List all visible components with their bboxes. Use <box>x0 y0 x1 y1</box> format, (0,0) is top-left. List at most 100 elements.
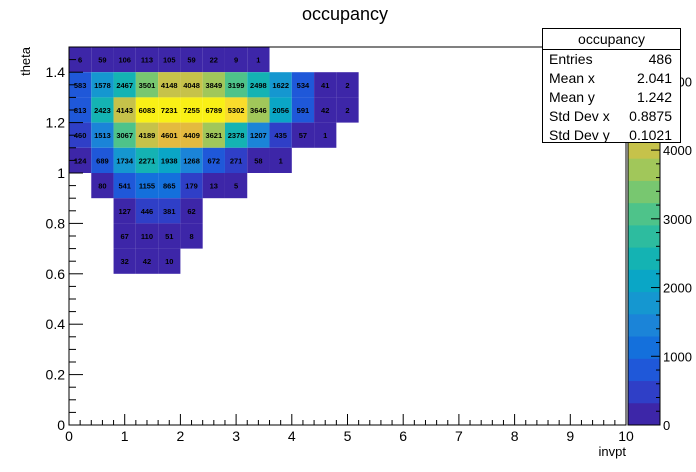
x-tick-label: 6 <box>399 428 407 444</box>
cell-value-label: 2498 <box>250 81 267 90</box>
heatmap-cell <box>158 122 181 148</box>
cell-value-label: 2056 <box>272 106 289 115</box>
stats-row: Entries 486 <box>543 50 680 69</box>
stats-value: 2.041 <box>636 70 672 86</box>
x-tick-label: 5 <box>344 428 352 444</box>
cell-value-label: 7231 <box>161 106 178 115</box>
stats-label: Mean y <box>549 89 595 105</box>
x-tick-label: 0 <box>65 428 73 444</box>
heatmap-cell <box>336 97 359 123</box>
stats-value: 1.242 <box>636 89 672 105</box>
cell-value-label: 67 <box>121 232 129 241</box>
cell-value-label: 113 <box>141 56 153 65</box>
cell-value-label: 13 <box>210 182 218 191</box>
heatmap-cell <box>158 173 181 199</box>
cell-value-label: 813 <box>74 106 87 115</box>
heatmap-cell <box>180 97 203 123</box>
cell-value-label: 381 <box>163 207 176 216</box>
cell-value-label: 41 <box>321 81 329 90</box>
cell-value-label: 583 <box>74 81 87 90</box>
cell-value-label: 2 <box>345 106 349 115</box>
stats-label: Std Dev x <box>549 108 610 124</box>
heatmap-cell <box>180 147 203 173</box>
cell-value-label: 1 <box>323 131 327 140</box>
x-tick-label: 1 <box>121 428 129 444</box>
heatmap-cell <box>91 47 114 73</box>
color-scale-band <box>628 158 660 181</box>
heatmap-cell <box>158 47 181 73</box>
x-axis-label: invpt <box>599 444 627 459</box>
cell-value-label: 5302 <box>228 106 245 115</box>
x-tick-label: 2 <box>177 428 185 444</box>
cell-value-label: 9 <box>234 56 238 65</box>
heatmap-cell <box>291 122 315 148</box>
cell-value-label: 80 <box>98 182 106 191</box>
x-tick-label: 10 <box>618 428 634 444</box>
heatmap-cell <box>247 147 270 173</box>
cell-value-label: 4601 <box>161 131 178 140</box>
heatmap-cell <box>91 72 114 98</box>
heatmap-cell <box>269 122 292 148</box>
heatmap-cell <box>69 47 92 73</box>
color-scale-band <box>628 380 660 404</box>
heatmap-cell <box>158 72 181 98</box>
stats-label: Entries <box>549 51 593 67</box>
cell-value-label: 1938 <box>161 156 178 165</box>
heatmap-cell <box>224 47 248 73</box>
y-tick-label: 1 <box>57 165 65 181</box>
cell-value-label: 865 <box>163 182 176 191</box>
heatmap-cell <box>91 122 114 148</box>
heatmap-cell <box>135 248 159 274</box>
cell-value-label: 51 <box>165 232 173 241</box>
heatmap-cell <box>336 72 359 98</box>
x-tick-label: 4 <box>288 428 296 444</box>
heatmap-cell <box>135 97 159 123</box>
stats-value: 486 <box>648 51 672 67</box>
cell-value-label: 42 <box>143 257 151 266</box>
heatmap-cell <box>224 72 248 98</box>
heatmap-cell <box>180 47 203 73</box>
heatmap-cell <box>224 173 248 199</box>
heatmap-cell <box>135 173 159 199</box>
cell-value-label: 179 <box>185 182 198 191</box>
heatmap-cell <box>314 97 337 123</box>
heatmap-cell <box>69 97 92 123</box>
heatmap-cell <box>135 122 159 148</box>
cell-value-label: 6789 <box>205 106 222 115</box>
color-scale-band <box>628 313 660 337</box>
cell-value-label: 59 <box>187 56 195 65</box>
heatmap-cell <box>180 173 203 199</box>
cell-value-label: 2467 <box>116 81 133 90</box>
color-scale-band <box>628 358 660 382</box>
x-axis: 0 1 2 3 4 5 6 7 8 9 10 <box>65 414 634 444</box>
x-tick-label: 8 <box>511 428 519 444</box>
heatmap-cell <box>247 47 270 73</box>
cell-value-label: 62 <box>187 207 195 216</box>
chart-title: occupancy <box>302 4 388 24</box>
cell-value-label: 2271 <box>139 156 156 165</box>
color-scale-band <box>628 224 660 248</box>
cell-value-label: 672 <box>208 156 221 165</box>
cell-value-label: 1622 <box>272 81 289 90</box>
cell-value-label: 2423 <box>94 106 111 115</box>
y-tick-label: 1.4 <box>46 64 66 80</box>
heatmap-cell <box>113 147 136 173</box>
cell-value-label: 4148 <box>161 81 178 90</box>
heatmap-cell <box>291 97 315 123</box>
cell-value-label: 32 <box>121 257 129 266</box>
heatmap-cell <box>91 147 114 173</box>
cell-value-label: 5 <box>234 182 238 191</box>
stats-row: Std Dev x 0.8875 <box>543 107 680 126</box>
heatmap-cell <box>113 97 136 123</box>
heatmap-cell <box>180 72 203 98</box>
y-tick-label: 0.6 <box>46 266 66 282</box>
cell-value-label: 105 <box>163 56 176 65</box>
heatmap-cell <box>224 122 248 148</box>
z-tick-label: 2000 <box>663 281 692 296</box>
cell-value-label: 4409 <box>183 131 200 140</box>
cell-value-label: 1155 <box>139 182 155 191</box>
stats-value: 0.1021 <box>629 127 672 143</box>
cell-value-label: 1268 <box>183 156 200 165</box>
color-scale-band <box>628 247 660 270</box>
